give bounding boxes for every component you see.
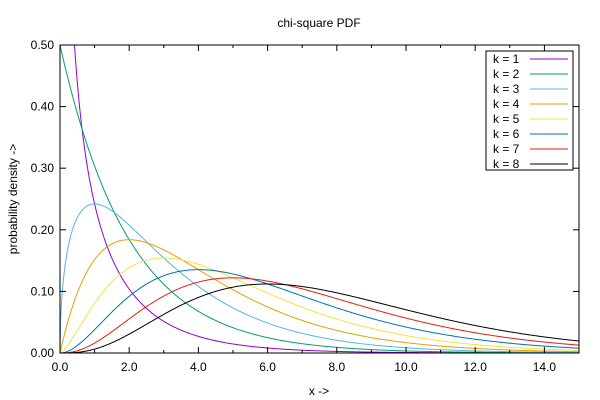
x-tick-label: 12.0 (464, 360, 488, 374)
legend-label: k = 3 (493, 82, 520, 96)
y-tick-label: 0.20 (31, 223, 55, 237)
y-tick-label: 0.00 (31, 346, 55, 360)
x-tick-label: 0.0 (52, 360, 69, 374)
legend-label: k = 7 (493, 142, 520, 156)
x-tick-label: 6.0 (259, 360, 276, 374)
legend-label: k = 4 (493, 97, 520, 111)
series-line-k5 (60, 257, 579, 353)
y-tick-label: 0.10 (31, 284, 55, 298)
x-tick-label: 4.0 (190, 360, 207, 374)
y-tick-label: 0.30 (31, 161, 55, 175)
chart-title: chi-square PDF (277, 16, 360, 30)
x-tick-label: 10.0 (394, 360, 418, 374)
legend-label: k = 6 (493, 127, 520, 141)
y-axis-title: probability density -> (6, 144, 20, 254)
x-tick-label: 8.0 (328, 360, 345, 374)
plot-frame (59, 44, 580, 354)
legend: k = 1k = 2k = 3k = 4k = 5k = 6k = 7k = 8 (485, 50, 574, 171)
series-line-k6 (60, 269, 579, 353)
series-line-k7 (60, 277, 579, 353)
x-tick-label: 2.0 (121, 360, 138, 374)
y-tick-label: 0.50 (31, 38, 55, 52)
legend-label: k = 2 (493, 67, 520, 81)
series-line-k2 (60, 45, 579, 353)
x-tick-label: 14.0 (533, 360, 557, 374)
x-axis-title: x -> (309, 384, 329, 398)
legend-label: k = 5 (493, 112, 520, 126)
series-line-k3 (60, 203, 579, 353)
axis-layer: 0.0 2.0 4.0 6.0 8.0 10.0 12.0 14.0 0.00 0.10 0.20 0… (31, 38, 580, 374)
legend-label: k = 8 (493, 157, 520, 171)
series-line-k4 (60, 239, 579, 353)
y-tick-label: 0.40 (31, 100, 55, 114)
legend-label: k = 1 (493, 52, 520, 66)
legend-box (485, 50, 574, 171)
series-line-k8 (60, 283, 579, 353)
